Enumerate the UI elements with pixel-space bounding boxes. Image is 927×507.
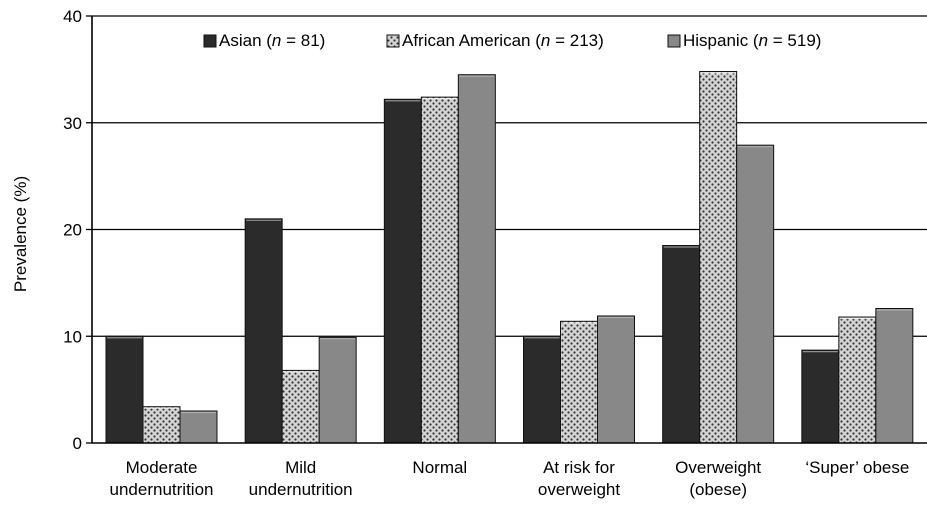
category-label: undernutrition (249, 480, 353, 499)
bar-3-2 (318, 336, 357, 444)
category-label: ‘Super’ obese (805, 458, 909, 477)
bar-1-5 (662, 245, 701, 444)
bar-2-5 (699, 71, 738, 444)
bar-3-5 (736, 144, 775, 444)
legend-swatch-1 (203, 34, 217, 48)
category-label: Mild (285, 458, 316, 477)
bar-2-3 (420, 96, 459, 444)
category-label: At risk for (543, 458, 615, 477)
y-tick-label: 10 (63, 327, 82, 346)
bar-1-1 (105, 335, 144, 444)
bar-1-4 (523, 335, 561, 444)
gridlines (92, 15, 927, 337)
category-label: Overweight (675, 458, 761, 477)
axes (86, 15, 927, 444)
bar-1-3 (383, 98, 422, 444)
legend-swatch-3 (667, 34, 681, 48)
bar-3-4 (597, 315, 635, 444)
legend-swatch-2 (386, 34, 400, 48)
category-labels: Moderate undernutrition Mild undernutrition… (110, 458, 910, 499)
y-tick-label: 40 (63, 7, 82, 26)
bars (105, 71, 914, 444)
legend-label-3: Hispanic (n = 519) (683, 31, 821, 50)
bar-1-6 (801, 349, 840, 444)
y-tick-labels: 0 10 20 30 40 (63, 7, 82, 453)
category-label: overweight (538, 480, 620, 499)
category-label: Moderate (126, 458, 198, 477)
y-tick-label: 30 (63, 114, 82, 133)
bar-3-6 (875, 307, 914, 444)
legend-label-2: African American (n = 213) (402, 31, 604, 50)
bar-2-6 (838, 316, 877, 444)
legend-label-1: Asian (n = 81) (219, 31, 325, 50)
y-tick-label: 20 (63, 221, 82, 240)
bar-2-2 (281, 369, 320, 444)
bar-3-1 (179, 410, 218, 444)
category-label: Normal (412, 458, 467, 477)
y-axis-title: Prevalence (%) (11, 176, 30, 292)
bar-2-1 (142, 406, 181, 444)
bar-3-3 (457, 74, 496, 444)
category-label: undernutrition (110, 480, 214, 499)
legend: Asian (n = 81) African American (n = 213)… (203, 31, 821, 50)
bar-2-4 (560, 320, 598, 444)
y-tick-label: 0 (73, 434, 82, 453)
category-label: (obese) (689, 480, 747, 499)
bar-1-2 (244, 218, 283, 444)
